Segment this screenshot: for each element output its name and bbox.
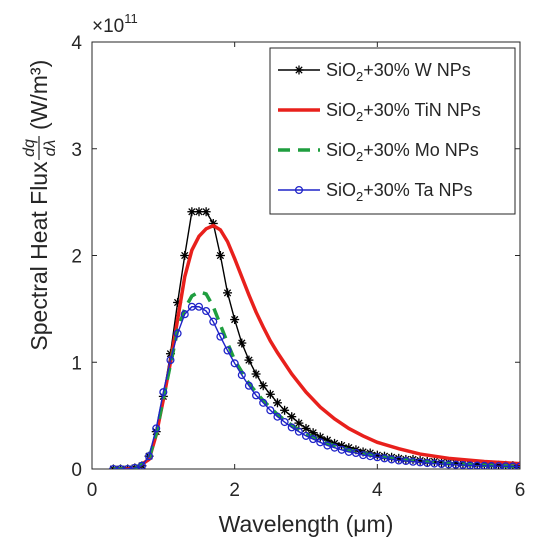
legend-item-1: SiO2+30% TiN NPs xyxy=(278,100,481,124)
y-tick-label: 2 xyxy=(71,247,82,268)
svg-text:Spectral Heat Flux: Spectral Heat Flux xyxy=(26,161,52,351)
data-point xyxy=(351,448,360,458)
legend: SiO2+30% W NPs SiO2+30% TiN NPs SiO2+30% M… xyxy=(269,47,516,215)
data-point xyxy=(301,423,311,433)
legend-label: SiO2+30% Mo NPs xyxy=(326,140,479,164)
series-1 xyxy=(113,223,520,469)
data-point xyxy=(216,332,225,341)
data-point xyxy=(251,369,261,379)
data-point xyxy=(258,381,268,391)
legend-label: SiO2+30% Ta NPs xyxy=(326,180,472,204)
x-tick-label: 6 xyxy=(515,480,526,501)
data-point xyxy=(201,207,211,217)
series-layer xyxy=(108,207,520,469)
x-tick-label: 4 xyxy=(372,480,383,501)
series-line xyxy=(113,223,520,469)
data-point xyxy=(194,302,204,311)
y-axis-label-main: Spectral Heat Flux xyxy=(26,161,52,351)
data-point xyxy=(273,412,282,421)
data-point xyxy=(180,310,189,319)
y-exponent-label: ×1011 xyxy=(92,11,138,37)
data-point xyxy=(272,398,282,408)
data-point xyxy=(166,356,175,365)
data-point xyxy=(287,412,297,422)
legend-box xyxy=(269,47,516,215)
data-point xyxy=(316,438,325,447)
data-point xyxy=(223,288,233,298)
data-point xyxy=(223,346,232,355)
data-point xyxy=(137,461,146,469)
data-point xyxy=(237,371,246,380)
data-point xyxy=(266,406,275,415)
series-3 xyxy=(109,302,520,469)
y-tick-label: 0 xyxy=(71,460,82,481)
data-point xyxy=(244,381,253,390)
data-point xyxy=(252,391,261,400)
data-point xyxy=(180,251,190,260)
data-point xyxy=(301,431,311,440)
data-point xyxy=(202,306,211,316)
data-point xyxy=(230,315,240,325)
data-point xyxy=(237,338,247,348)
y-axis-label: Spectral Heat Flux xyxy=(26,161,52,351)
data-point xyxy=(173,329,182,338)
data-point xyxy=(109,464,118,469)
data-point xyxy=(265,389,275,399)
y-tick-label: 3 xyxy=(71,140,82,161)
fraction-denominator: dλ xyxy=(42,139,59,156)
legend-item-0: SiO2+30% W NPs xyxy=(278,60,471,84)
data-point xyxy=(230,359,239,368)
data-point xyxy=(215,251,225,260)
data-point xyxy=(123,464,132,469)
data-point xyxy=(294,418,304,428)
data-point xyxy=(287,423,296,432)
y-tick-label: 4 xyxy=(71,33,82,54)
data-point xyxy=(209,317,218,326)
data-point xyxy=(330,443,339,452)
legend-label: SiO2+30% W NPs xyxy=(326,60,471,84)
y-axis-label-fraction: dq dλ (W/m³) xyxy=(21,60,59,160)
x-tick-label: 0 xyxy=(87,480,98,501)
data-point xyxy=(130,463,139,469)
axis-ticks: 0 2 4 6 0 1 2 3 4 xyxy=(71,33,525,501)
data-point xyxy=(323,441,332,450)
data-point xyxy=(515,462,520,469)
data-point xyxy=(337,445,346,454)
legend-label: SiO2+30% TiN NPs xyxy=(326,100,481,124)
legend-item-3: SiO2+30% Ta NPs xyxy=(278,180,472,204)
x-tick-label: 2 xyxy=(229,480,240,501)
x-axis-label: Wavelength (μm) xyxy=(219,511,394,537)
data-point xyxy=(259,398,268,407)
data-point xyxy=(145,452,154,461)
data-point xyxy=(116,464,125,469)
legend-item-2: SiO2+30% Mo NPs xyxy=(278,140,479,164)
data-point xyxy=(280,417,289,427)
data-point xyxy=(280,405,290,415)
y-tick-label: 1 xyxy=(71,353,82,374)
y-axis-unit: (W/m³) xyxy=(26,60,52,130)
fraction-numerator: dq xyxy=(21,139,38,157)
data-point xyxy=(152,424,161,433)
data-point xyxy=(244,355,254,365)
data-point xyxy=(309,435,318,444)
data-point xyxy=(294,427,303,436)
data-point xyxy=(159,388,168,397)
